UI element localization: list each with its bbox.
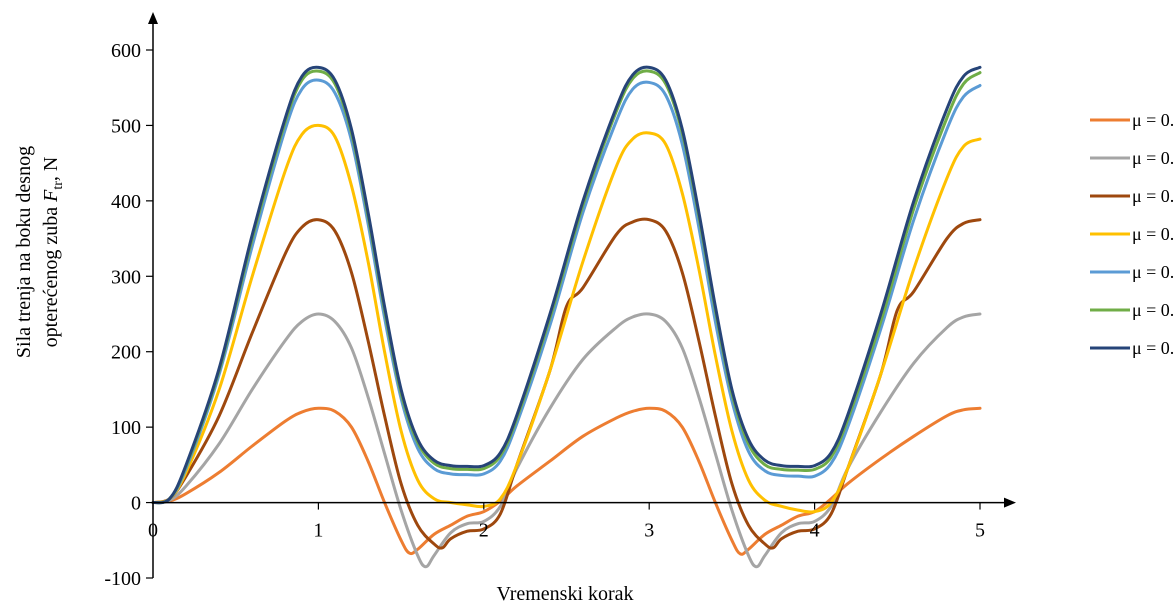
y-axis-title-unit: , N: [40, 157, 62, 181]
y-axis-title-symbol: F: [40, 189, 62, 203]
x-tick-label: 1: [313, 520, 323, 542]
series-line-6: [151, 69, 982, 505]
series-line-3: [151, 217, 982, 550]
x-ticks: 0 1 2 3 4 5: [148, 502, 985, 542]
y-tick-label: 200: [111, 342, 141, 364]
legend-label-6: μ = 0.4: [1132, 300, 1174, 320]
y-ticks: -100 0 100 200 300 400 500 600: [104, 40, 153, 590]
y-tick-label: 400: [111, 191, 141, 213]
series-lines: [151, 65, 982, 569]
y-axis-title-prefix: opterećenog zuba: [40, 202, 62, 347]
y-tick-label: -100: [104, 568, 141, 590]
y-axis-arrowhead: [148, 12, 158, 24]
y-axis-title-line1: Sila trenja na boku desnog: [13, 146, 35, 358]
series-line-5: [151, 78, 982, 505]
y-tick-label: 300: [111, 266, 141, 288]
legend-label-2: μ = 0.1: [1132, 148, 1174, 168]
x-tick-label: 0: [148, 520, 158, 542]
x-tick-label: 4: [810, 520, 820, 542]
y-tick-label: 600: [111, 40, 141, 62]
x-tick-label: 2: [479, 520, 489, 542]
legend-label-5: μ = 0.3: [1132, 262, 1174, 282]
x-tick-label: 3: [644, 520, 654, 542]
legend: μ = 0.05 μ = 0.1 μ = 0.15 μ = 0.2 μ = 0.3 μ =…: [1090, 110, 1174, 358]
series-line-2: [151, 312, 982, 569]
y-tick-label: 500: [111, 115, 141, 137]
y-axis-title-subscript: tr: [51, 181, 66, 190]
y-axis-title-line2: opterećenog zuba Ftr, N: [40, 157, 66, 348]
legend-label-7: μ = 0.5: [1132, 338, 1174, 358]
x-axis-title: Vremenski korak: [496, 583, 633, 605]
y-axis-title: Sila trenja na boku desnog opterećenog z…: [13, 146, 66, 358]
axes: [148, 12, 1016, 578]
y-tick-label: 0: [131, 493, 141, 515]
x-tick-label: 5: [975, 520, 985, 542]
x-axis-arrowhead: [1004, 497, 1016, 508]
legend-label-1: μ = 0.05: [1132, 110, 1174, 130]
legend-label-3: μ = 0.15: [1132, 186, 1174, 206]
legend-label-4: μ = 0.2: [1132, 224, 1174, 244]
series-line-1: [151, 406, 982, 556]
series-line-7: [151, 65, 982, 505]
series-line-4: [151, 123, 982, 514]
y-tick-label: 100: [111, 417, 141, 439]
